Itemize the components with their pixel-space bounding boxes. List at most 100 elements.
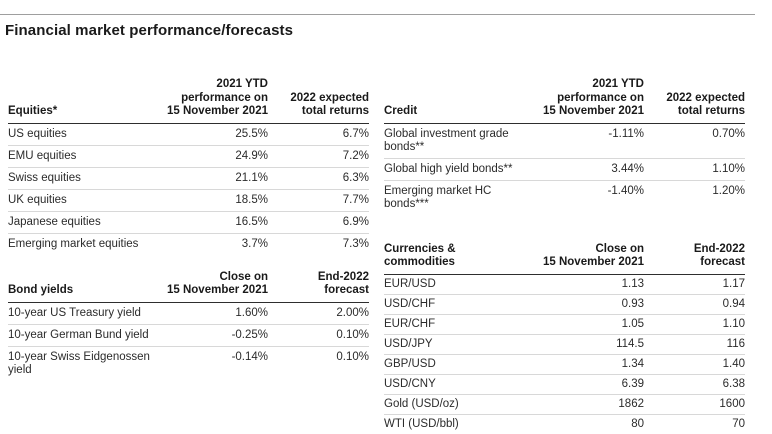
table-row: EUR/USD 1.13 1.17: [384, 275, 745, 295]
row-value-2: 7.2%: [342, 149, 369, 162]
table-row: Swiss equities 21.1% 6.3%: [8, 168, 369, 190]
row-value-1: -0.14%: [231, 350, 268, 363]
table-row: EUR/CHF 1.05 1.10: [384, 315, 745, 335]
row-value-1: -1.40%: [607, 184, 644, 197]
col1-header: 2021 YTD performance on 15 November 2021: [542, 78, 644, 117]
row-value-2: 1.17: [722, 277, 745, 290]
row-label: WTI (USD/bbl): [384, 417, 459, 430]
table-row: EMU equities 24.9% 7.2%: [8, 146, 369, 168]
row-label: EUR/USD: [384, 277, 436, 290]
row-value-1: 1.13: [621, 277, 644, 290]
table-row: Global high yield bonds** 3.44% 1.10%: [384, 159, 745, 181]
row-value-2: 1.10: [722, 317, 745, 330]
table-row: USD/JPY 114.5 116: [384, 335, 745, 355]
row-value-1: -0.25%: [231, 328, 268, 341]
row-label: Emerging market equities: [8, 237, 139, 250]
row-value-2: 6.38: [722, 377, 745, 390]
table-header: Currencies & commodities Close on 15 Novemb…: [384, 243, 745, 275]
row-label: 10-year German Bund yield: [8, 328, 149, 341]
table-title: Credit: [384, 105, 418, 117]
row-value-1: 1.60%: [235, 306, 268, 319]
equities-table: Equities* 2021 YTD performance on 15 Novemb…: [8, 78, 369, 255]
row-value-2: 0.94: [722, 297, 745, 310]
row-label: USD/CHF: [384, 297, 436, 310]
row-label: Emerging market HC bonds***: [384, 184, 492, 210]
page-title: Financial market performance/forecasts: [5, 22, 294, 39]
row-value-2: 1.10%: [712, 162, 745, 175]
row-value-2: 2.00%: [336, 306, 369, 319]
row-value-1: 1862: [618, 397, 644, 410]
col1-header: Close on 15 November 2021: [542, 242, 644, 269]
row-label: Swiss equities: [8, 171, 81, 184]
table-row: USD/CNY 6.39 6.38: [384, 375, 745, 395]
table-row: Emerging market equities 3.7% 7.3%: [8, 234, 369, 255]
row-label: Gold (USD/oz): [384, 397, 459, 410]
table-title: Currencies & commodities: [384, 242, 456, 269]
row-value-2: 0.10%: [336, 350, 369, 363]
row-label: USD/CNY: [384, 377, 436, 390]
row-label: UK equities: [8, 193, 67, 206]
col2-header: 2022 expected total returns: [666, 91, 745, 118]
tables-grid: Equities* 2021 YTD performance on 15 Novemb…: [8, 78, 745, 434]
row-value-2: 0.10%: [336, 328, 369, 341]
row-value-1: 3.7%: [241, 237, 268, 250]
table-row: USD/CHF 0.93 0.94: [384, 295, 745, 315]
row-value-1: 3.44%: [611, 162, 644, 175]
row-value-2: 1.20%: [712, 184, 745, 197]
table-row: UK equities 18.5% 7.7%: [8, 190, 369, 212]
row-value-2: 1600: [719, 397, 745, 410]
row-label: 10-year US Treasury yield: [8, 306, 141, 319]
financial-forecasts-page: Financial market performance/forecasts E…: [0, 14, 755, 430]
row-value-1: 114.5: [616, 337, 644, 350]
table-row: 10-year Swiss Eidgenossen yield -0.14% 0.1…: [8, 347, 369, 381]
right-column: Credit 2021 YTD performance on 15 November …: [384, 78, 745, 434]
col2-header: End-2022 forecast: [317, 270, 369, 297]
top-divider: [0, 14, 755, 15]
col2-header: End-2022 forecast: [693, 242, 745, 269]
row-value-2: 0.70%: [712, 127, 745, 140]
col2-header: 2022 expected total returns: [290, 91, 369, 118]
bond-yields-table: Bond yields Close on 15 November 2021 End-2…: [8, 271, 369, 381]
col1-header: 2021 YTD performance on 15 November 2021: [166, 78, 268, 117]
row-label: Global high yield bonds**: [384, 162, 513, 175]
row-label: EUR/CHF: [384, 317, 436, 330]
row-value-2: 116: [726, 337, 745, 350]
table-row: Japanese equities 16.5% 6.9%: [8, 212, 369, 234]
table-header: Credit 2021 YTD performance on 15 November …: [384, 78, 745, 124]
table-row: GBP/USD 1.34 1.40: [384, 355, 745, 375]
row-value-1: 25.5%: [235, 127, 268, 140]
table-row: WTI (USD/bbl) 80 70: [384, 415, 745, 434]
row-value-1: -1.11%: [608, 127, 644, 140]
row-value-1: 80: [631, 417, 644, 430]
row-value-2: 6.9%: [342, 215, 369, 228]
row-value-1: 0.93: [621, 297, 644, 310]
table-title: Bond yields: [8, 284, 74, 296]
row-value-1: 16.5%: [235, 215, 268, 228]
row-value-1: 18.5%: [235, 193, 268, 206]
row-value-2: 6.3%: [342, 171, 369, 184]
row-value-1: 24.9%: [235, 149, 268, 162]
table-row: Emerging market HC bonds*** -1.40% 1.20%: [384, 181, 745, 215]
table-row: US equities 25.5% 6.7%: [8, 124, 369, 146]
left-column: Equities* 2021 YTD performance on 15 Novemb…: [8, 78, 369, 434]
row-value-2: 7.7%: [342, 193, 369, 206]
row-value-2: 6.7%: [342, 127, 369, 140]
row-label: GBP/USD: [384, 357, 436, 370]
row-value-2: 70: [732, 417, 745, 430]
row-value-1: 6.39: [621, 377, 644, 390]
table-title: Equities*: [8, 105, 58, 117]
row-label: Global investment grade bonds**: [384, 127, 509, 153]
col1-header: Close on 15 November 2021: [166, 270, 268, 297]
table-header: Bond yields Close on 15 November 2021 End-2…: [8, 271, 369, 303]
row-value-1: 21.1%: [235, 171, 268, 184]
row-value-1: 1.34: [621, 357, 644, 370]
row-value-1: 1.05: [621, 317, 644, 330]
table-row: Global investment grade bonds** -1.11% 0.7…: [384, 124, 745, 159]
row-label: Japanese equities: [8, 215, 101, 228]
row-label: EMU equities: [8, 149, 77, 162]
row-label: USD/JPY: [384, 337, 433, 350]
table-header: Equities* 2021 YTD performance on 15 Novemb…: [8, 78, 369, 124]
credit-table: Credit 2021 YTD performance on 15 November …: [384, 78, 745, 215]
row-value-2: 7.3%: [342, 237, 369, 250]
row-label: 10-year Swiss Eidgenossen yield: [8, 350, 150, 376]
